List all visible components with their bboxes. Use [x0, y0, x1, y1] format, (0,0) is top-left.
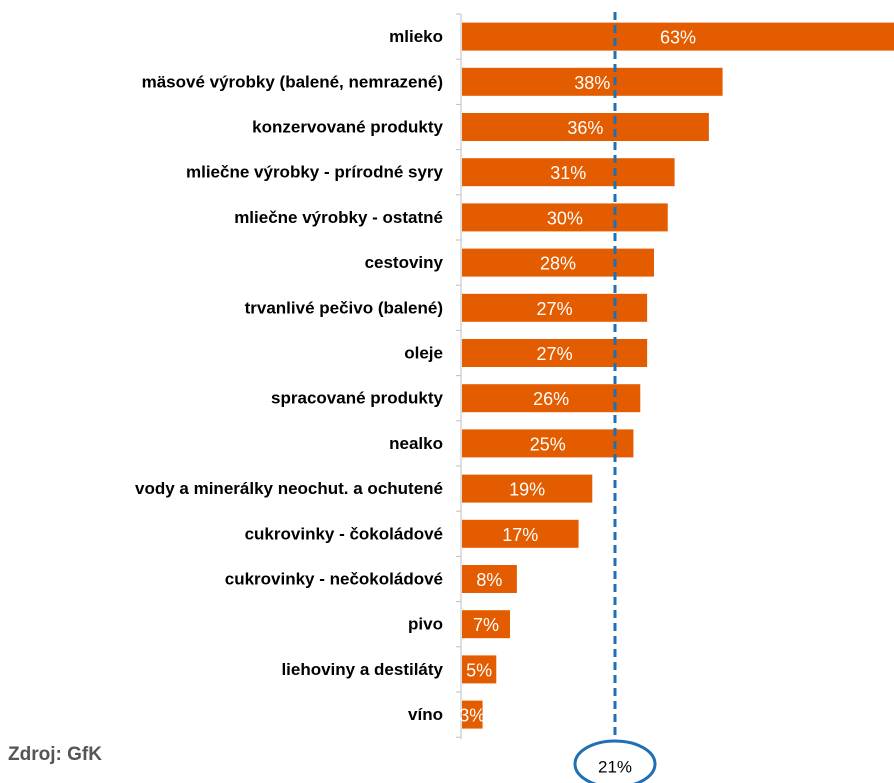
- bar-5: [462, 203, 668, 232]
- category-label: mliečne výrobky - prírodné syry: [186, 163, 444, 182]
- bar-10: [462, 429, 634, 458]
- category-label: liehoviny a destiláty: [281, 660, 443, 679]
- value-label: 36%: [567, 118, 603, 138]
- bar-16: [462, 700, 483, 729]
- source-note: Zdroj: GfK: [8, 744, 102, 765]
- category-label: trvanlivé pečivo (balené): [245, 298, 443, 317]
- bar-1: [462, 22, 894, 51]
- category-label: spracované produkty: [271, 389, 443, 408]
- value-label: 27%: [537, 299, 573, 319]
- value-label: 3%: [459, 706, 485, 726]
- value-label: 25%: [530, 434, 566, 454]
- reference-value-label: 21%: [598, 758, 632, 777]
- value-label: 28%: [540, 254, 576, 274]
- value-label: 17%: [502, 525, 538, 545]
- bar-4: [462, 158, 675, 187]
- value-label: 31%: [550, 163, 586, 183]
- bar-6: [462, 248, 654, 277]
- category-label: vody a minerálky neochut. a ochutené: [135, 479, 443, 498]
- bar-11: [462, 474, 593, 503]
- category-label: cukrovinky - čokoládové: [245, 524, 443, 543]
- value-label: 30%: [547, 208, 583, 228]
- category-label: mlieko: [389, 27, 443, 46]
- bar-14: [462, 610, 510, 639]
- bar-2: [462, 67, 723, 96]
- reference-marker: [573, 739, 657, 783]
- category-label: víno: [408, 705, 443, 724]
- category-label: pivo: [408, 615, 443, 634]
- category-label: mäsové výrobky (balené, nemrazené): [142, 72, 443, 91]
- value-label: 19%: [509, 480, 545, 500]
- bar-9: [462, 384, 641, 413]
- category-label: mliečne výrobky - ostatné: [234, 208, 443, 227]
- value-label: 7%: [473, 615, 499, 635]
- category-label: cestoviny: [365, 253, 444, 272]
- value-label: 5%: [466, 660, 492, 680]
- value-label: 27%: [537, 344, 573, 364]
- category-label: nealko: [389, 434, 443, 453]
- bar-15: [462, 655, 497, 684]
- value-label: 26%: [533, 389, 569, 409]
- bar-13: [462, 565, 517, 593]
- bar-3: [462, 113, 709, 141]
- category-label: konzervované produkty: [252, 118, 443, 137]
- category-label: cukrovinky - nečokoládové: [225, 570, 443, 589]
- category-label: oleje: [404, 344, 443, 363]
- value-label: 8%: [476, 570, 502, 590]
- value-label: 63%: [660, 28, 696, 48]
- bar-12: [462, 519, 579, 548]
- value-label: 38%: [574, 73, 610, 93]
